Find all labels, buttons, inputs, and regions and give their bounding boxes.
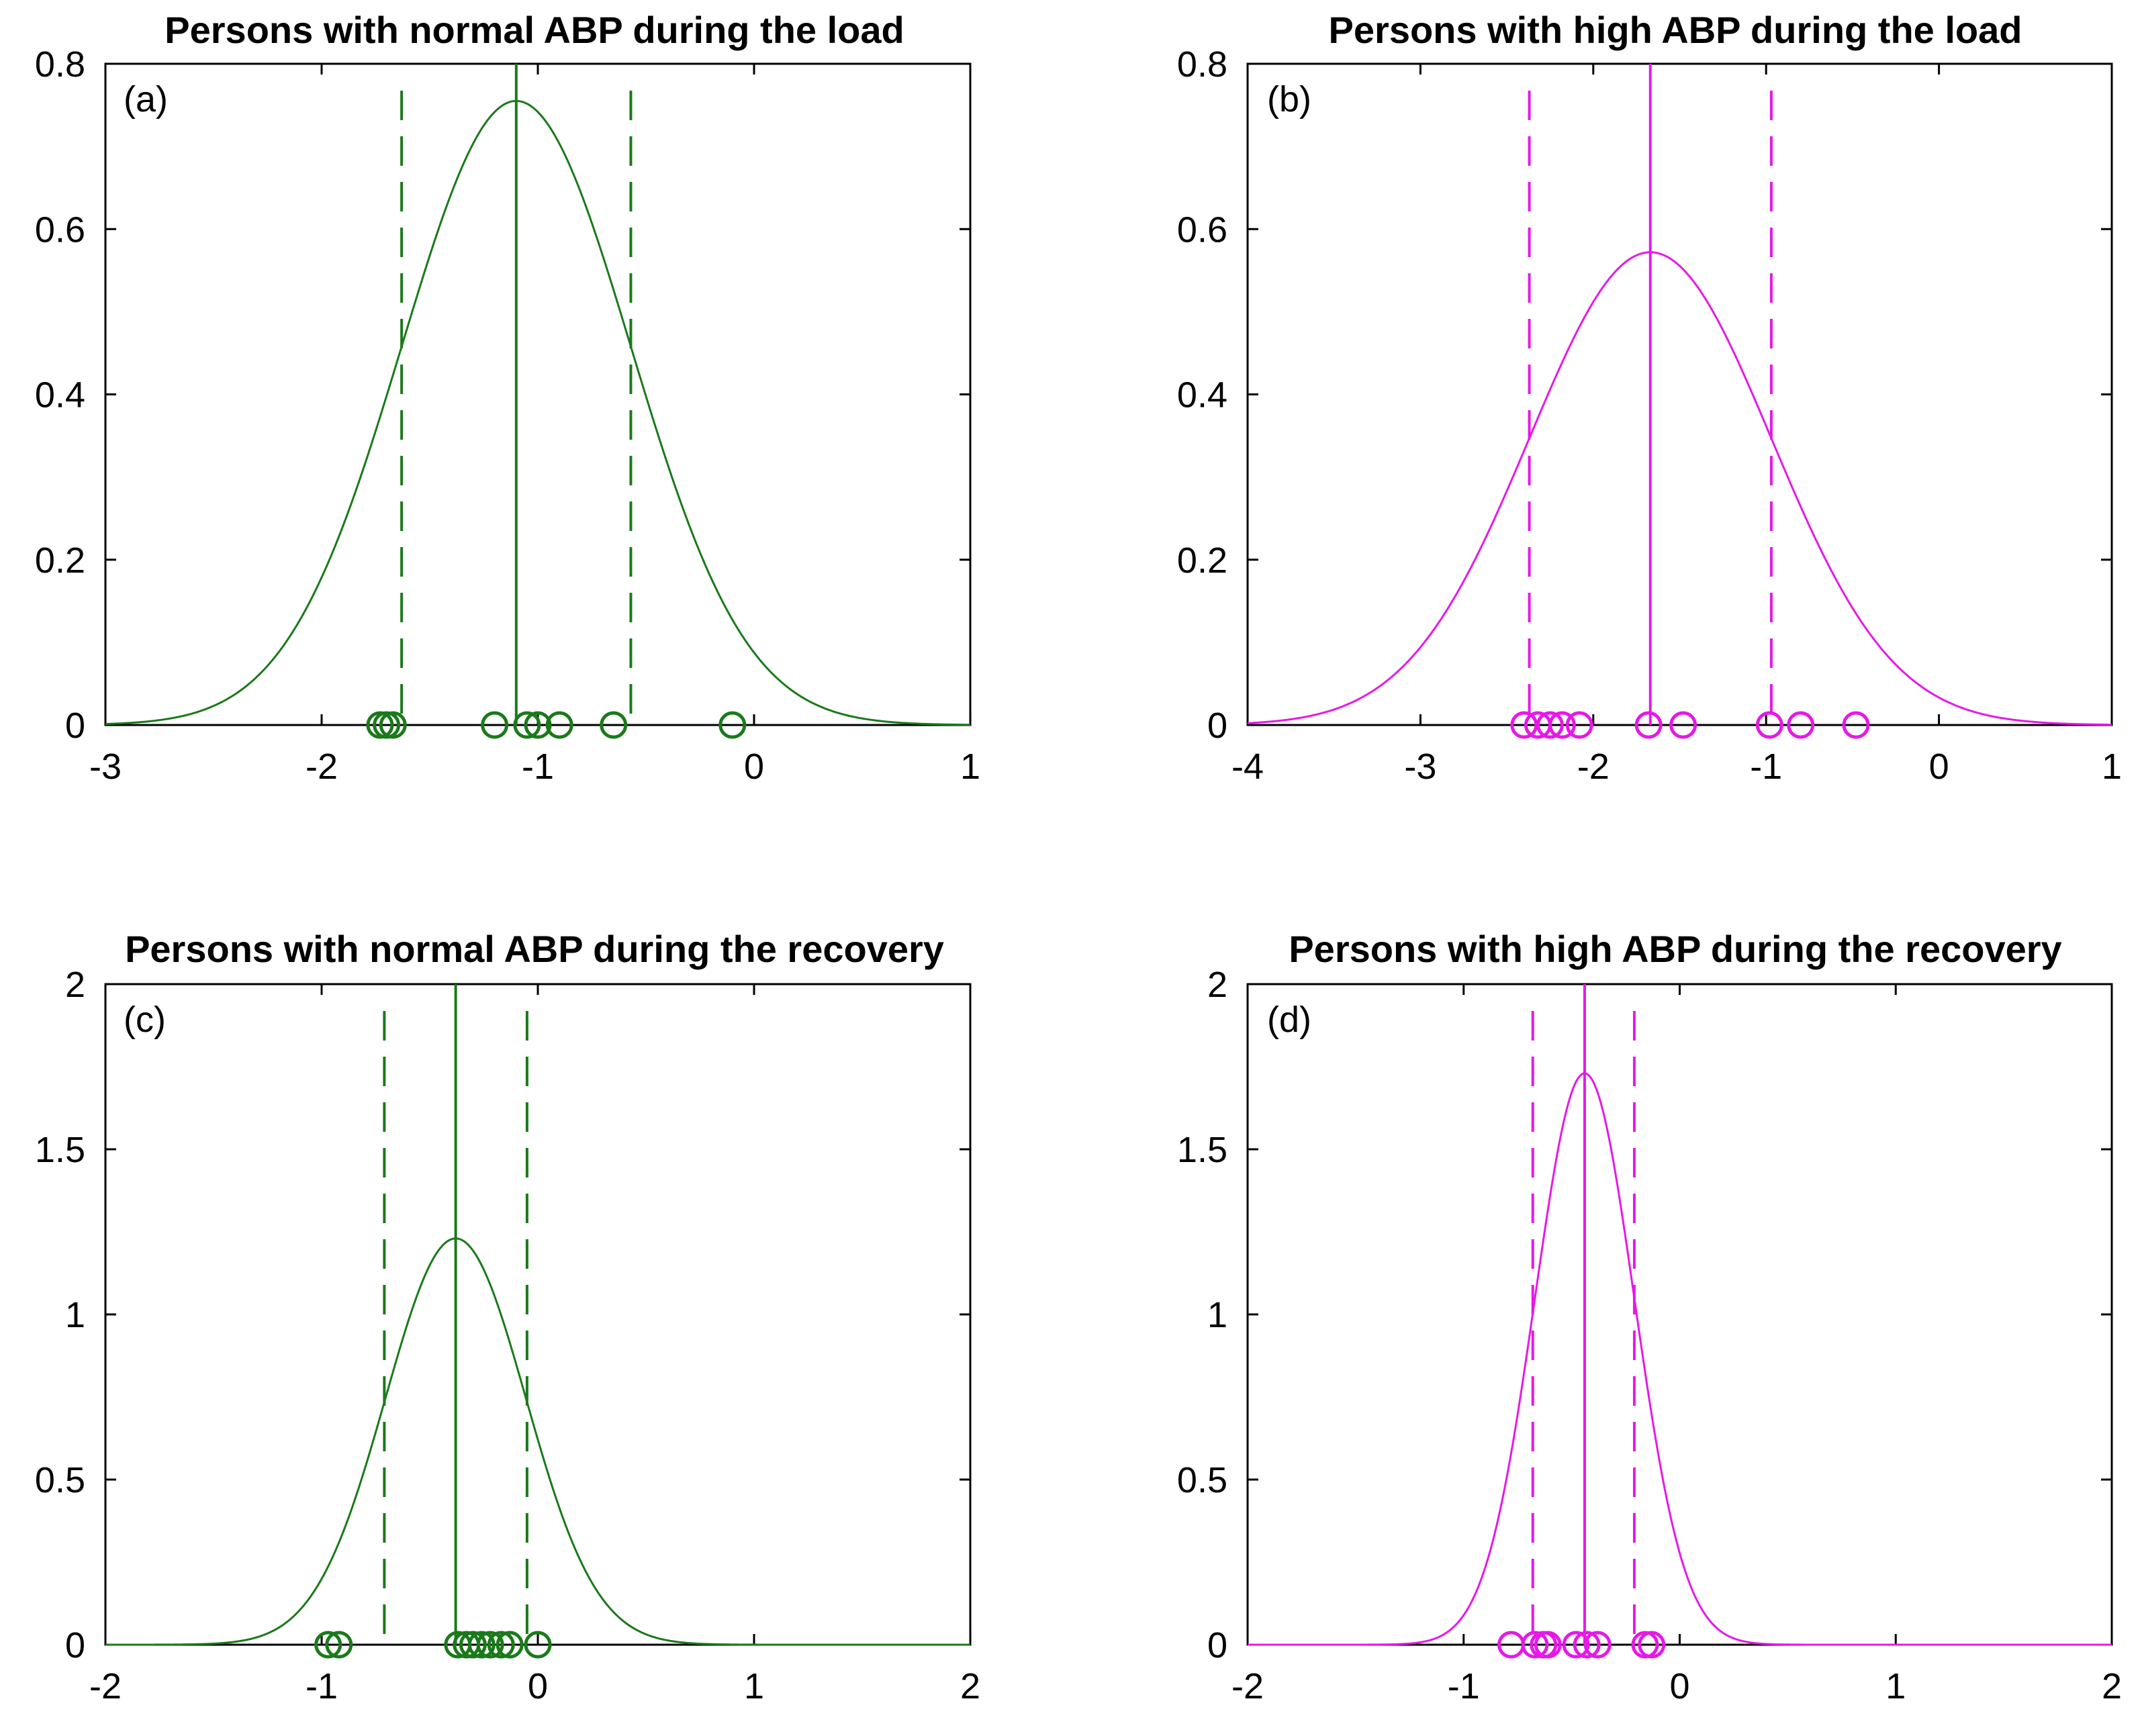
data-point (1787, 711, 1815, 739)
data-point (487, 1631, 515, 1659)
x-tick-label: -3 (89, 746, 122, 787)
data-point (1534, 1631, 1562, 1659)
data-point (379, 711, 407, 739)
y-tick-label: 0 (1207, 1625, 1227, 1666)
data-point (524, 1631, 552, 1659)
x-tick-label: 1 (744, 1666, 764, 1706)
density-curve (105, 99, 971, 726)
data-point (513, 711, 541, 739)
data-point (1548, 711, 1576, 739)
data-point (1521, 1631, 1549, 1659)
data-point (1842, 711, 1870, 739)
y-tick-label: 0.6 (1177, 209, 1227, 250)
axes-frame (104, 62, 972, 726)
data-point (1565, 711, 1593, 739)
y-tick-label: 0.5 (35, 1460, 85, 1500)
data-point (1562, 1631, 1590, 1659)
plot-area: -2 -1 0 1 2 0 0.5 1 1.5 2 (35, 965, 980, 1706)
data-point (1583, 1631, 1612, 1659)
data-point (1755, 711, 1783, 739)
y-tick-label: 0.4 (1177, 375, 1227, 416)
x-tick-label: -2 (1231, 1666, 1264, 1706)
y-tick-label: 0.5 (1177, 1460, 1227, 1500)
plot-area: -2 -1 0 1 2 0 0.5 1 1.5 2 (1177, 965, 2122, 1706)
x-tick-label: -1 (1448, 1666, 1480, 1706)
y-tick-label: 1.5 (35, 1130, 85, 1170)
data-point (459, 1631, 487, 1659)
y-tick-label: 0.2 (35, 540, 85, 581)
panel-a: Persons with normal ABP during the load … (35, 9, 980, 787)
axes-frame (1246, 983, 2113, 1646)
panel-b: Persons with high ABP during the load (b… (1177, 9, 2122, 787)
y-tick-label: 0.8 (35, 44, 85, 85)
density-curve (1247, 251, 2112, 726)
x-tick-label: -2 (306, 746, 338, 787)
x-tick-label: -1 (306, 1666, 338, 1706)
x-tick-label: 0 (528, 1666, 548, 1706)
panel-c: Persons with normal ABP during the recov… (35, 928, 980, 1706)
panel-label: (b) (1267, 79, 1311, 119)
panel-label: (c) (124, 1000, 166, 1040)
density-curve (105, 1237, 970, 1646)
data-point (1669, 711, 1697, 739)
axes-frame (1246, 62, 2113, 726)
x-tick-label: 1 (1885, 1666, 1906, 1706)
x-tick-label: 1 (960, 746, 980, 787)
y-tick-label: 2 (1207, 965, 1227, 1005)
x-tick-label: -3 (1404, 746, 1436, 787)
data-point (545, 711, 573, 739)
density-curve (1248, 1072, 2112, 1646)
y-tick-label: 0 (65, 1625, 85, 1666)
data-point (314, 1631, 342, 1659)
data-point (476, 1631, 504, 1659)
y-tick-label: 0 (1207, 706, 1227, 746)
y-tick-label: 0.6 (35, 209, 85, 250)
y-tick-label: 1.5 (1177, 1130, 1227, 1170)
x-tick-label: 0 (1669, 1666, 1689, 1706)
chart-title: Persons with normal ABP during the recov… (125, 928, 944, 970)
data-point (481, 711, 509, 739)
chart-title: Persons with high ABP during the load (1329, 9, 2022, 51)
data-point (325, 1631, 353, 1659)
plot-area: -3 -2 -1 0 1 0 0.2 0.4 0.6 0.8 (35, 44, 980, 787)
x-tick-label: 2 (960, 1666, 980, 1706)
data-point (524, 711, 552, 739)
data-point (1510, 711, 1538, 739)
axes-frame (104, 983, 972, 1646)
data-point (718, 711, 747, 739)
x-tick-label: 0 (1929, 746, 1949, 787)
data-point (600, 711, 628, 739)
data-point (1573, 1631, 1601, 1659)
y-tick-label: 0.2 (1177, 540, 1227, 581)
y-tick-label: 1 (65, 1295, 85, 1335)
x-tick-label: -2 (1577, 746, 1610, 787)
y-tick-label: 0.8 (1177, 44, 1227, 85)
panel-d: Persons with high ABP during the recover… (1177, 928, 2122, 1706)
y-tick-label: 0 (65, 706, 85, 746)
x-tick-label: -2 (89, 1666, 122, 1706)
chart-title: Persons with high ABP during the recover… (1289, 928, 2061, 970)
data-point (467, 1631, 496, 1659)
x-tick-label: -1 (1750, 746, 1782, 787)
panel-label: (a) (124, 79, 168, 119)
x-tick-label: 1 (2102, 746, 2122, 787)
x-tick-label: 0 (744, 746, 764, 787)
plot-area: -4 -3 -2 -1 0 1 0 0.2 0.4 0.6 0.8 (1177, 44, 2122, 787)
data-point (1536, 711, 1564, 739)
y-tick-label: 1 (1207, 1295, 1227, 1335)
x-tick-label: -4 (1231, 746, 1264, 787)
y-tick-label: 2 (65, 965, 85, 1005)
y-tick-label: 0.4 (35, 375, 85, 416)
x-tick-label: -1 (522, 746, 554, 787)
data-point (1634, 711, 1663, 739)
data-point (1638, 1631, 1666, 1659)
chart-title: Persons with normal ABP during the load (165, 9, 904, 51)
data-point (496, 1631, 524, 1659)
panel-label: (d) (1267, 1000, 1311, 1040)
x-tick-label: 2 (2102, 1666, 2122, 1706)
